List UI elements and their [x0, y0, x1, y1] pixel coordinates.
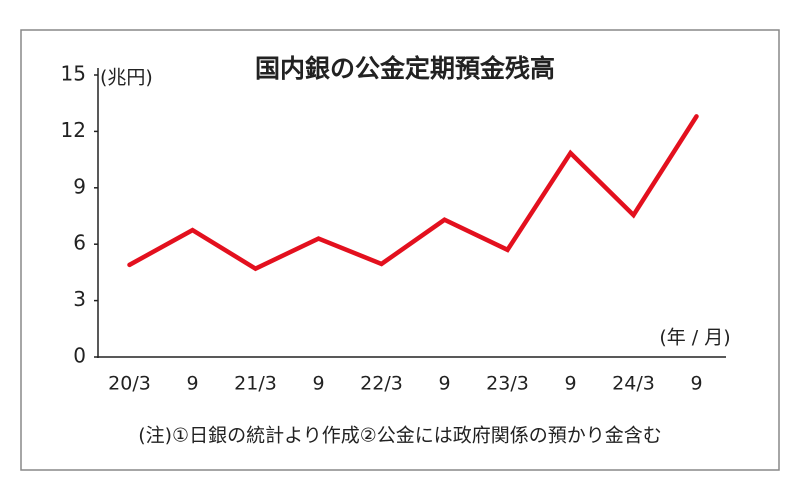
y-tick-label: 0: [73, 344, 86, 368]
y-tick-label: 12: [61, 118, 86, 142]
x-tick-label: 9: [312, 373, 324, 395]
line: [127, 114, 699, 272]
x-tick-label: 20/3: [108, 373, 151, 395]
x-tick-label: 9: [564, 373, 576, 395]
x-tick-label: 21/3: [234, 373, 277, 395]
y-tick-label: 15: [61, 62, 86, 86]
y-tick-label: 3: [73, 287, 86, 311]
y-tick-label: 9: [73, 174, 86, 198]
x-tick-label: 24/3: [612, 373, 655, 395]
x-tick-label: 9: [186, 373, 198, 395]
x-tick-label: 9: [690, 373, 702, 395]
x-tick-label: 9: [438, 373, 450, 395]
footnote: (注)①日銀の統計より作成②公金には政府関係の預かり金含む: [138, 425, 662, 447]
y-tick-label: 6: [73, 231, 86, 255]
x-tick-label: 23/3: [486, 373, 529, 395]
frame: [20, 29, 780, 471]
x-axis-label: (年 / 月): [659, 327, 730, 349]
chart-title: 国内銀の公金定期預金残高: [255, 54, 555, 83]
x-tick-label: 22/3: [360, 373, 403, 395]
y-axis-label: (兆円): [100, 67, 153, 89]
